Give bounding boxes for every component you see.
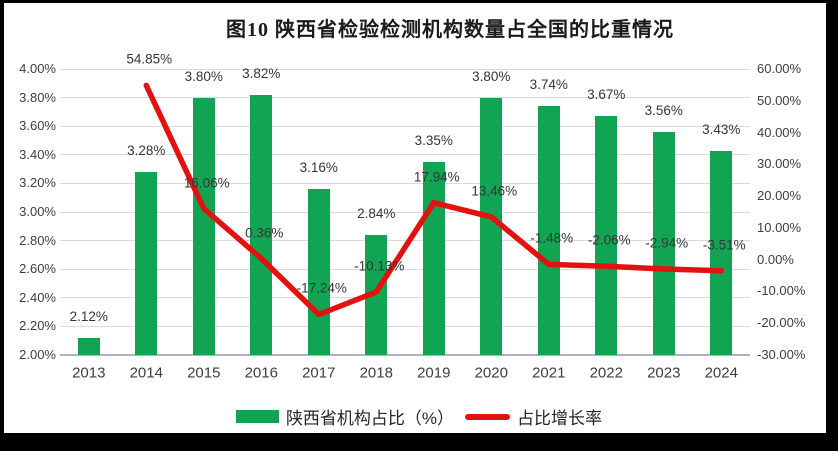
left-axis-tick: 3.20% <box>19 175 56 191</box>
gridline <box>60 268 750 270</box>
left-axis-tick: 2.00% <box>19 347 56 362</box>
line-value-label: -3.51% <box>702 237 746 253</box>
x-axis-label-2019: 2019 <box>417 364 451 382</box>
x-axis-label-2016: 2016 <box>244 364 278 382</box>
x-axis-label-2021: 2021 <box>532 364 566 382</box>
bar-value-label: 3.43% <box>702 121 741 137</box>
bar-2018 <box>365 234 388 355</box>
x-axis-label-2020: 2020 <box>474 364 508 382</box>
line-value-label: 16.06% <box>183 175 230 191</box>
gridline <box>60 211 750 213</box>
bar-value-label: 3.67% <box>587 87 626 103</box>
bar-value-label: 2.84% <box>357 205 396 221</box>
bar-2021 <box>537 106 560 355</box>
left-axis-tick: 2.80% <box>19 232 56 248</box>
line-value-label: -2.06% <box>587 232 631 248</box>
x-axis-label-2022: 2022 <box>589 364 623 382</box>
left-axis-tick: 3.80% <box>19 89 56 105</box>
bar-2014 <box>135 171 158 355</box>
x-axis-label-2013: 2013 <box>72 364 106 382</box>
line-series-swatch-icon <box>465 413 511 420</box>
bar-value-label: 2.12% <box>69 308 108 324</box>
right-axis-tick: 0.00% <box>757 251 794 267</box>
line-value-label: -2.94% <box>645 235 689 251</box>
legend-label-line: 占比增长率 <box>517 409 603 428</box>
left-axis-tick: 2.40% <box>19 289 56 305</box>
left-axis-tick: 2.20% <box>19 318 56 334</box>
right-axis-tick: -10.00% <box>757 283 806 299</box>
line-value-label: 13.46% <box>471 183 518 199</box>
right-axis-tick: 10.00% <box>757 219 802 235</box>
right-axis-tick: -20.00% <box>757 315 806 331</box>
chart-title: 图10 陕西省检验检测机构数量占全国的比重情况 <box>226 19 674 41</box>
bar-2016 <box>250 94 273 355</box>
line-value-label: 0.36% <box>245 225 284 241</box>
legend-item-line: 占比增长率 <box>465 404 602 429</box>
gridline <box>60 182 750 184</box>
legend-label-bar: 陕西省机构占比（%） <box>285 409 455 428</box>
bar-value-label: 3.80% <box>472 68 511 84</box>
x-axis-label-2018: 2018 <box>359 364 393 382</box>
gridline <box>60 240 750 242</box>
gridline <box>60 154 750 156</box>
bar-value-label: 3.16% <box>299 160 338 176</box>
bar-2022 <box>595 116 618 355</box>
line-value-label: -17.24% <box>296 280 347 296</box>
gridline <box>60 97 750 99</box>
bar-2024 <box>710 150 733 355</box>
x-axis-label-2023: 2023 <box>647 364 681 382</box>
left-axis-tick: 3.60% <box>19 118 56 134</box>
left-axis-tick: 2.60% <box>19 261 56 277</box>
left-axis-tick: 3.40% <box>19 146 56 162</box>
x-axis-label-2015: 2015 <box>187 364 221 382</box>
bar-2023 <box>652 131 675 355</box>
line-value-label: 17.94% <box>413 169 460 185</box>
right-axis-tick: -30.00% <box>757 347 806 362</box>
right-axis-tick: 40.00% <box>757 124 802 140</box>
bar-2015 <box>192 97 215 355</box>
right-axis-tick: 50.00% <box>757 92 802 108</box>
bar-value-label: 3.35% <box>414 132 453 148</box>
bar-2013 <box>77 337 100 355</box>
bar-value-label: 3.80% <box>184 68 223 84</box>
right-axis-tick: 30.00% <box>757 156 802 172</box>
bar-series-swatch-icon <box>235 410 279 423</box>
line-value-label: -10.13% <box>354 258 405 274</box>
x-axis-line <box>60 354 750 356</box>
bar-2020 <box>480 97 503 355</box>
line-value-label: -1.48% <box>530 230 574 246</box>
bar-value-label: 3.28% <box>127 142 166 158</box>
growth-rate-line <box>143 82 725 318</box>
gridline <box>60 125 750 127</box>
gridline <box>60 297 750 299</box>
right-axis-tick: 20.00% <box>757 188 802 204</box>
line-value-label: 54.85% <box>126 51 173 67</box>
x-axis-label-2017: 2017 <box>302 364 336 382</box>
legend: 陕西省机构占比（%） 占比增长率 <box>0 404 838 429</box>
x-axis-label-2024: 2024 <box>704 364 738 382</box>
bar-value-label: 3.74% <box>529 77 568 93</box>
legend-item-bar: 陕西省机构占比（%） <box>235 404 455 429</box>
right-axis-tick: 60.00% <box>757 61 802 76</box>
bar-value-label: 3.56% <box>644 102 683 118</box>
gridline <box>60 68 750 70</box>
bar-value-label: 3.82% <box>242 65 281 81</box>
x-axis-label-2014: 2014 <box>129 364 163 382</box>
left-axis-tick: 3.00% <box>19 204 56 219</box>
gridline <box>60 325 750 327</box>
left-axis-tick: 4.00% <box>19 61 56 76</box>
